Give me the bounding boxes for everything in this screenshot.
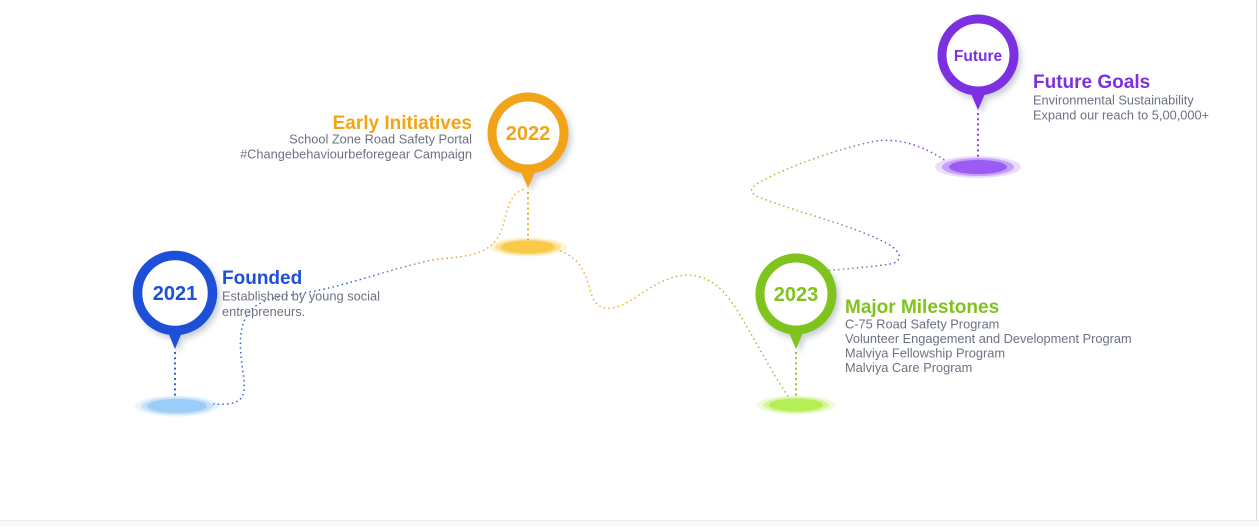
milestone-title-2021: Founded [222,268,302,289]
connector-2022-to-2023 [559,250,792,401]
ground-shadow-2023 [757,395,835,415]
pin-2023: 2023 [755,253,837,349]
milestone-text-future: Future Goals Environmental Sustainabilit… [1033,72,1209,123]
milestone-desc-2023-line3: Malviya Fellowship Program [845,346,1005,361]
milestone-desc-2023-line1: C-75 Road Safety Program [845,317,999,332]
year-label-2022: 2022 [506,123,551,145]
milestone-desc-2021-line1: Established by young social [222,289,380,304]
pin-circle-2021 [132,250,218,336]
milestone-text-2022: Early Initiatives School Zone Road Safet… [240,113,472,162]
milestone-text-2021: Founded Established by young social entr… [222,268,380,319]
milestone-title-future: Future Goals [1033,72,1150,93]
pin-circle-2022 [487,92,569,174]
milestone-desc-2023-line2: Volunteer Engagement and Development Pro… [845,331,1132,346]
ground-shadow-future [935,156,1021,178]
pin-future: Future [937,14,1019,110]
milestone-desc-2023-line4: Malviya Care Program [845,360,972,375]
pin-circle-2023 [755,253,837,335]
milestone-text-2023: Major Milestones C-75 Road Safety Progra… [845,297,1132,375]
milestone-desc-2022-line1: School Zone Road Safety Portal [289,132,472,147]
connector-2021-to-2022 [212,188,527,406]
pin-2022: 2022 [487,92,569,188]
milestone-desc-future-line2: Expand our reach to 5,00,000+ [1033,108,1209,123]
milestone-desc-future-line1: Environmental Sustainability [1033,93,1194,108]
page-right-edge-line [1256,0,1257,527]
milestone-desc-2022-line2: #Changebehaviourbeforegear Campaign [240,147,472,162]
year-label-future: Future [954,48,1003,65]
milestone-title-2022: Early Initiatives [333,113,472,134]
ground-shadow-2021 [135,395,219,417]
pin-2021: 2021 [132,250,218,349]
pin-circle-future [937,14,1019,96]
milestone-desc-2021-line2: entrepreneurs. [222,304,305,319]
year-label-2023: 2023 [774,284,819,306]
year-label-2021: 2021 [153,283,198,305]
connector-2023-to-future [750,139,947,277]
ground-shadow-2022 [489,237,567,257]
milestone-title-2023: Major Milestones [845,297,999,318]
page-bottom-divider [0,520,1259,527]
